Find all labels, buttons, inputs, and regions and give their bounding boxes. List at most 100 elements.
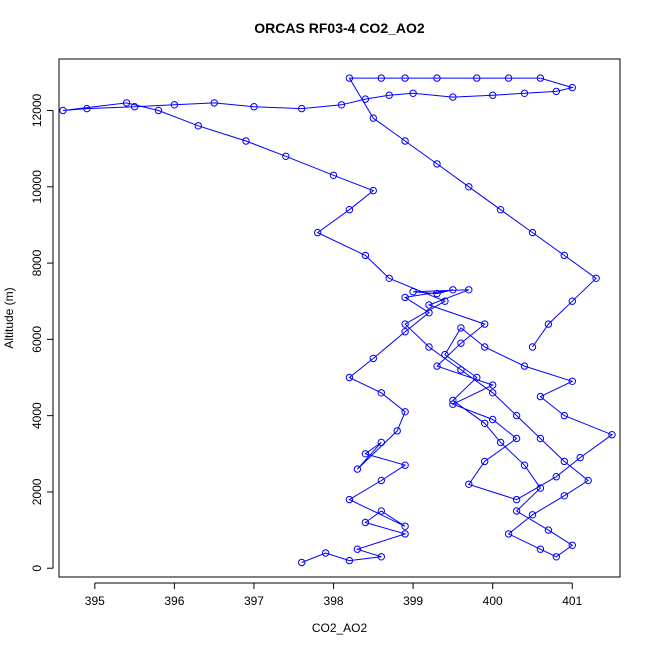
data-point (528, 228, 537, 237)
data-point (433, 289, 441, 298)
data-point (369, 186, 377, 195)
data-point (194, 122, 203, 130)
data-point (473, 373, 481, 382)
series-layer (59, 74, 616, 567)
data-point (560, 411, 568, 420)
data-point (449, 400, 457, 408)
data-point (409, 288, 417, 296)
data-point (361, 518, 370, 527)
data-point (433, 160, 441, 168)
data-point (552, 553, 560, 561)
data-point (512, 507, 521, 515)
data-point (473, 74, 481, 82)
data-point (401, 137, 409, 145)
data-point (170, 101, 179, 109)
data-point (457, 366, 465, 374)
data-point (449, 93, 457, 101)
data-point (321, 549, 330, 557)
data-point (489, 381, 497, 389)
data-point (210, 99, 218, 107)
data-point (552, 87, 560, 96)
data-point (465, 183, 473, 191)
data-point (361, 251, 370, 260)
data-point (337, 101, 346, 109)
data-point (481, 457, 489, 466)
x-axis-label: CO2_AO2 (312, 621, 368, 635)
data-point (401, 293, 409, 302)
data-point (536, 484, 545, 492)
data-point (282, 152, 290, 161)
plot-frame (58, 58, 621, 578)
data-point (465, 480, 473, 488)
data-point (536, 545, 545, 553)
data-point (242, 137, 250, 145)
data-point (536, 74, 545, 82)
data-point (608, 431, 616, 439)
data-point (512, 495, 521, 504)
data-point (59, 106, 67, 115)
data-point (560, 251, 568, 260)
data-point (377, 553, 385, 561)
y-tick-label: 8000 (30, 249, 44, 276)
x-axis: 395 396 397 398 399 400 401 (85, 582, 583, 608)
data-point (425, 301, 433, 309)
data-point (560, 457, 568, 466)
data-point (393, 427, 401, 435)
data-point (481, 419, 489, 427)
x-tick-label: 395 (85, 594, 105, 608)
chart-title: ORCAS RF03-4 CO2_AO2 (254, 20, 425, 36)
data-point (353, 545, 362, 553)
data-point (353, 465, 362, 473)
data-point (552, 473, 560, 481)
data-point (345, 74, 354, 82)
data-point (385, 91, 393, 99)
data-point (504, 74, 513, 82)
data-point (481, 320, 489, 328)
y-tick-label: 2000 (30, 478, 44, 505)
x-tick-label: 396 (164, 594, 184, 608)
y-axis-label: Altitude (m) (2, 287, 16, 348)
data-point (465, 286, 473, 294)
data-point (425, 309, 433, 317)
data-point (361, 450, 370, 458)
data-point (401, 408, 409, 416)
data-point (489, 91, 497, 99)
x-tick-label: 399 (403, 594, 423, 608)
y-tick-label: 4000 (30, 402, 44, 429)
data-point (83, 104, 91, 113)
data-point (528, 511, 537, 519)
data-point (425, 343, 433, 351)
data-point (369, 114, 377, 122)
data-point (361, 95, 370, 103)
data-point (441, 297, 449, 305)
data-point (520, 362, 529, 370)
data-point (409, 89, 417, 98)
data-point (313, 228, 322, 237)
data-point (568, 83, 576, 92)
data-point (568, 541, 576, 549)
data-point (512, 434, 521, 443)
data-point (433, 362, 441, 370)
data-point (520, 89, 529, 98)
data-point (377, 507, 385, 515)
data-point (441, 350, 449, 359)
data-point (401, 522, 409, 530)
data-point (377, 74, 385, 82)
y-tick-label: 6000 (30, 326, 44, 353)
data-point (584, 476, 592, 485)
data-point (369, 354, 377, 363)
data-point (496, 206, 505, 214)
data-point (345, 373, 354, 382)
data-point (576, 453, 584, 462)
data-point (512, 411, 521, 420)
data-point (377, 438, 385, 447)
data-point (345, 206, 354, 214)
data-point (544, 526, 553, 534)
data-point (377, 476, 385, 485)
data-point (433, 74, 441, 82)
y-tick-label: 0 (30, 565, 44, 572)
series-line (62, 77, 614, 563)
y-axis: 0 2000 4000 6000 8000 10000 12000 (30, 93, 54, 572)
x-tick-label: 401 (562, 594, 582, 608)
